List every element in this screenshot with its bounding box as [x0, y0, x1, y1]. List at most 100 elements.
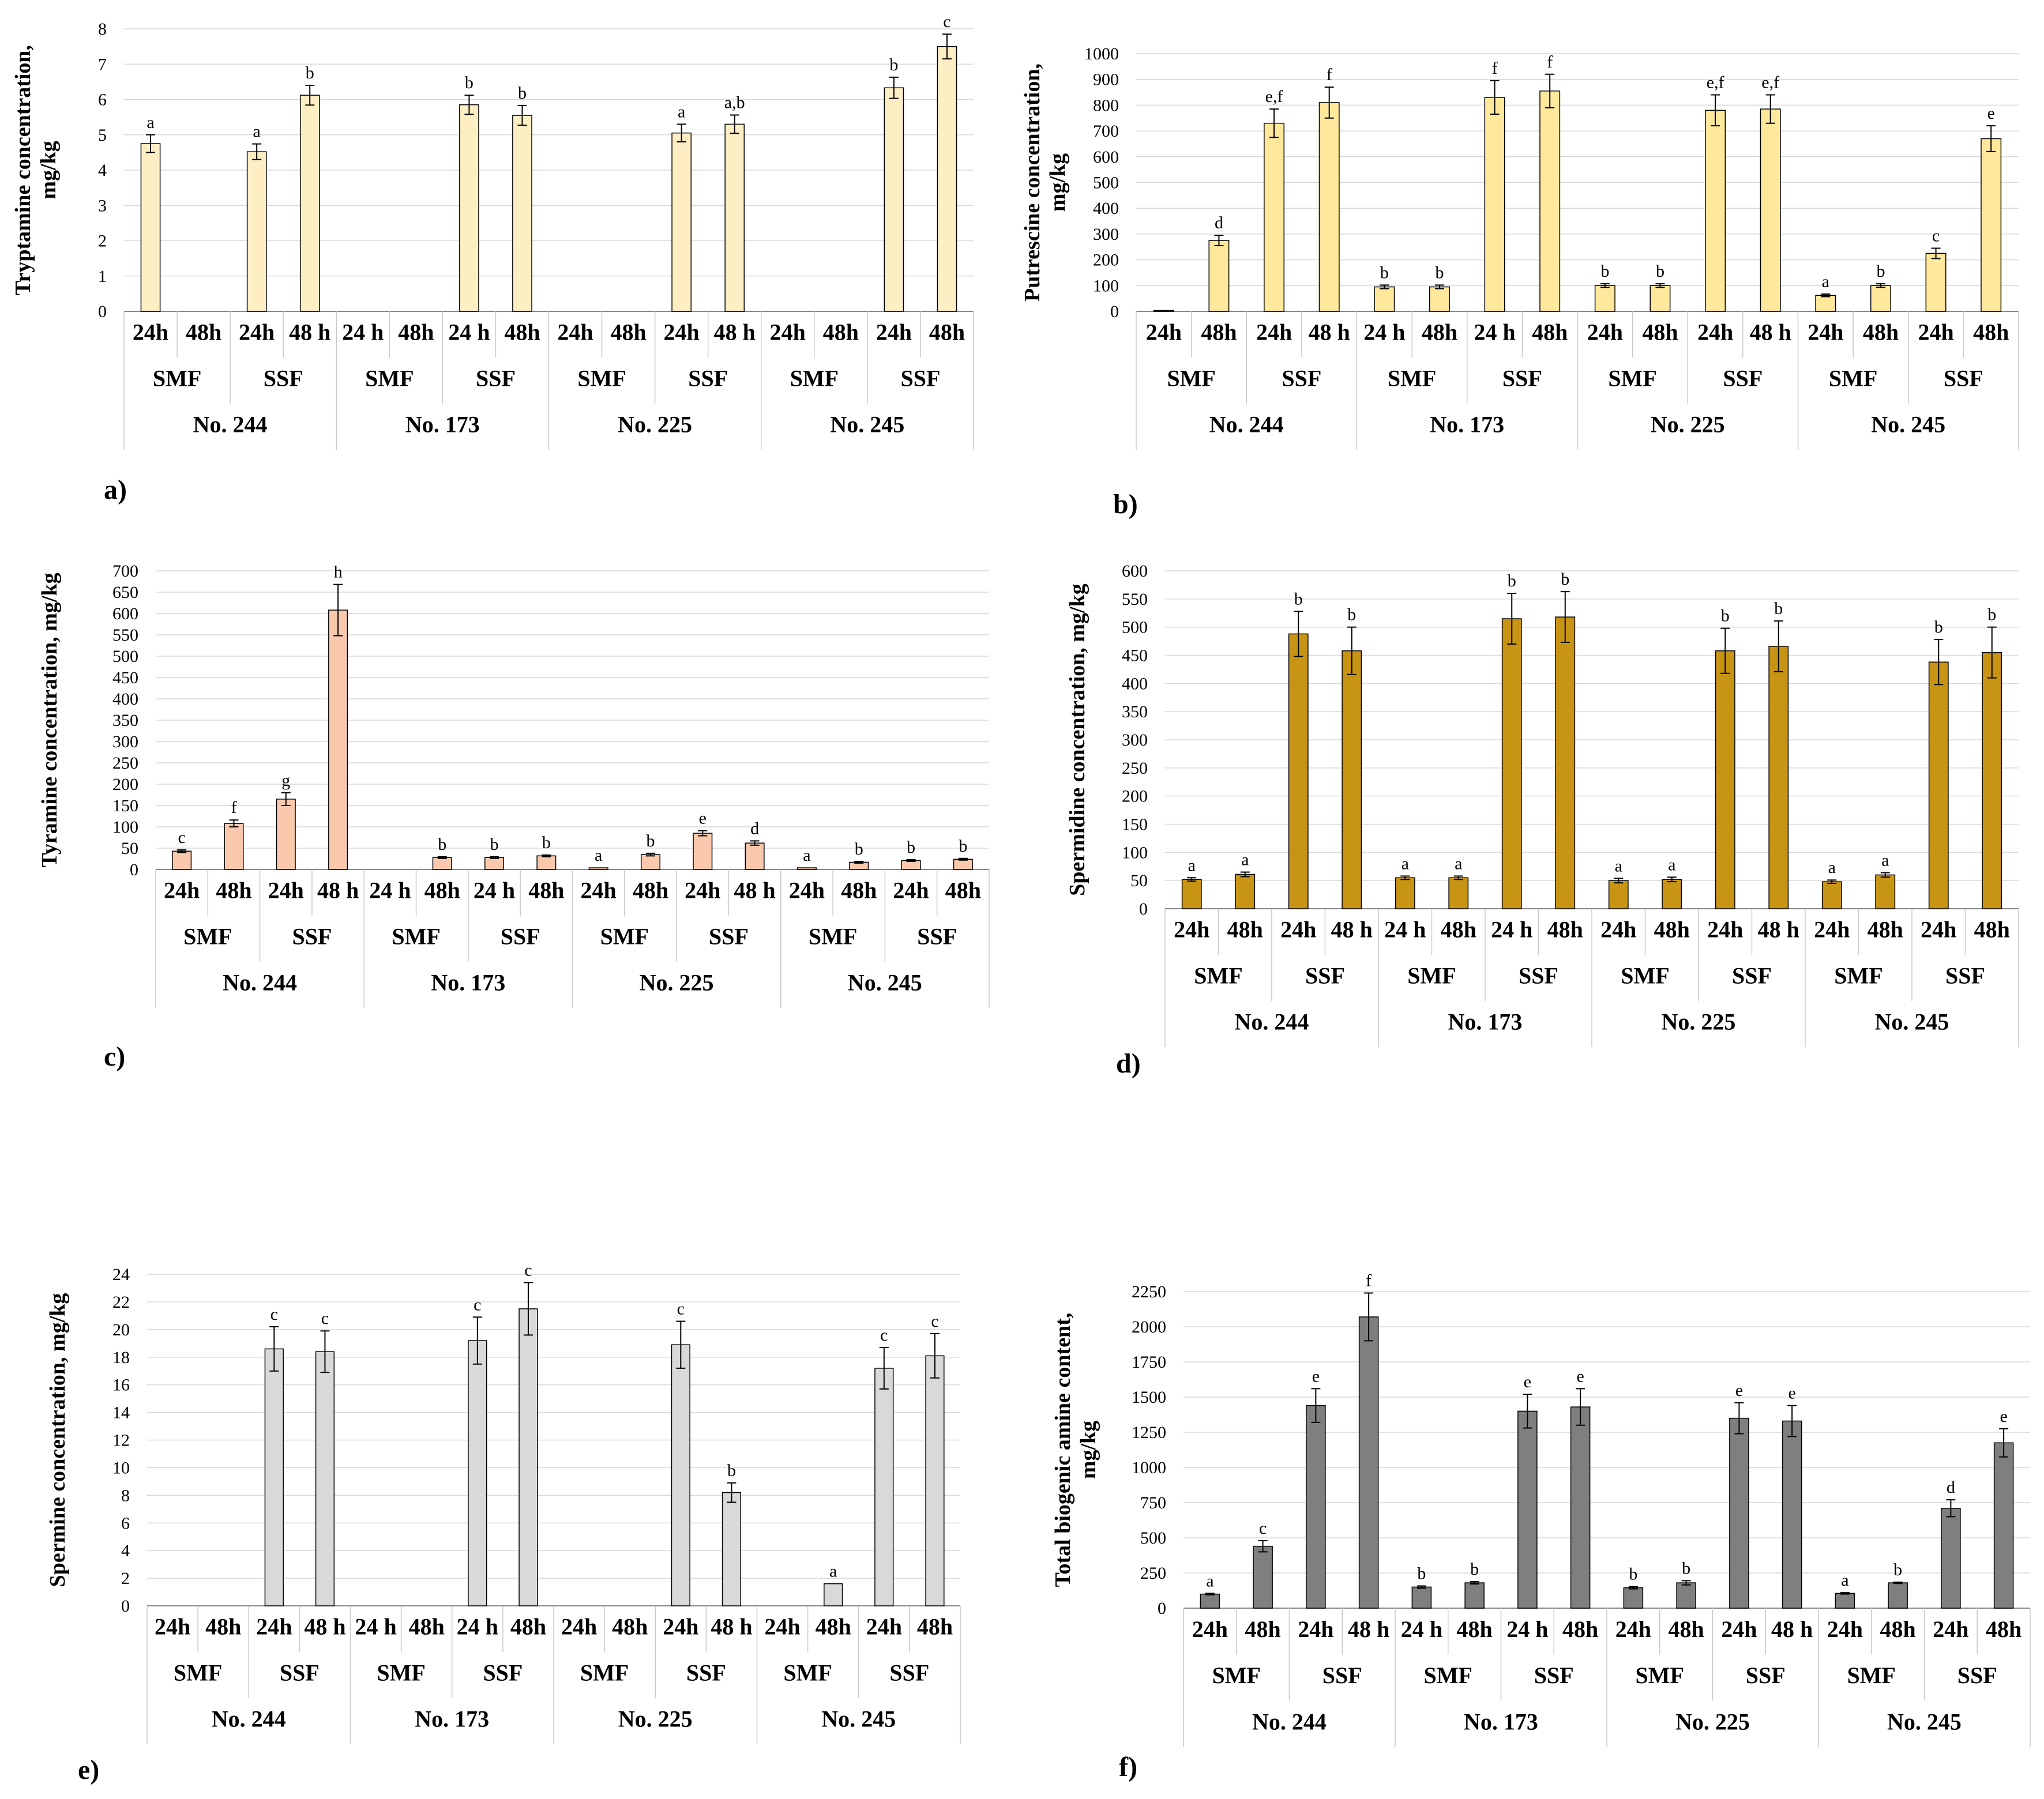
y-axis-label-line: Putrescine concentration, — [1020, 63, 1044, 302]
y-tick-label: 700 — [1093, 122, 1119, 141]
method-label: SSF — [1746, 1662, 1786, 1688]
bar — [315, 1351, 335, 1606]
significance-letter: b — [1417, 1564, 1426, 1583]
y-axis-label: Total biogenic amine content, mg/kg — [1051, 1313, 1100, 1587]
time-label: 48h — [186, 319, 221, 345]
bar — [518, 1308, 538, 1606]
y-axis-label: Spermine concentration, mg/kg — [46, 1293, 70, 1587]
bar — [1993, 1442, 2014, 1609]
y-axis-label: Putrescine concentration, mg/kg — [1020, 63, 1070, 302]
method-label: SSF — [1502, 366, 1542, 392]
strain-label: No. 244 — [1235, 1009, 1309, 1035]
y-tick-label: 100 — [1122, 843, 1148, 862]
time-label: 24 h — [342, 319, 384, 345]
y-axis-label-line: mg/kg — [1076, 1421, 1100, 1479]
significance-letter: c — [1259, 1519, 1267, 1538]
time-label: 24h — [764, 1614, 800, 1640]
time-label: 48h — [929, 319, 965, 345]
significance-letter: b — [1508, 571, 1516, 590]
method-label: SMF — [392, 924, 440, 950]
y-tick-label: 14 — [112, 1403, 130, 1422]
bar — [722, 1492, 742, 1606]
chart-panel-b: 0 100 200 300 400 500 600 700 800 900 1000 Putresci… — [1020, 44, 2019, 520]
y-axis-label: Spermidine concentration, mg/kg — [1065, 584, 1089, 895]
significance-letter: e — [1312, 1367, 1320, 1386]
bar — [693, 833, 713, 870]
time-label: 48h — [1654, 917, 1690, 943]
chart-panel-f: 0 250 500 750 1000 1250 1500 1750 2000 2250 Total … — [1051, 1271, 2031, 1782]
significance-letter: e — [1788, 1384, 1795, 1403]
significance-letter: a — [1822, 272, 1829, 291]
y-tick-label: 750 — [1140, 1493, 1166, 1512]
time-label: 48h — [633, 878, 668, 904]
bar — [745, 842, 765, 870]
method-label: SMF — [1424, 1662, 1472, 1688]
y-tick-label: 1250 — [1132, 1423, 1166, 1442]
significance-letter: e — [1524, 1372, 1531, 1391]
bar — [1650, 285, 1671, 312]
y-axis-ticks: 0 1 2 3 4 5 6 7 8 — [98, 20, 107, 321]
significance-letter: b — [1987, 605, 1996, 624]
bar — [640, 854, 660, 870]
significance-letter: b — [490, 835, 499, 854]
bar — [1464, 1582, 1485, 1609]
time-label: 48h — [1868, 917, 1903, 943]
time-label: 48 h — [714, 319, 756, 345]
significance-letter: b — [959, 837, 967, 856]
strain-label: No. 225 — [640, 970, 714, 996]
panel-label: f) — [1119, 1752, 1137, 1782]
bar — [1264, 122, 1285, 312]
bar — [1342, 650, 1362, 909]
bar — [1374, 286, 1395, 312]
bar — [224, 823, 244, 870]
bar — [1941, 1508, 1961, 1609]
time-label: 24h — [1192, 1616, 1228, 1642]
time-label: 48 h — [1758, 917, 1799, 943]
time-label: 48h — [1245, 1616, 1281, 1642]
bar — [1448, 877, 1469, 909]
y-axis-label-line: Tryptamine concentration, — [11, 45, 35, 295]
method-label: SSF — [900, 366, 940, 392]
time-label: 24 h — [448, 319, 490, 345]
time-label: 48h — [1642, 319, 1678, 345]
time-label: 24h — [1615, 1616, 1651, 1642]
significance-letter: a,b — [724, 93, 745, 112]
y-tick-label: 450 — [1122, 646, 1148, 665]
significance-letter: a — [1841, 1571, 1848, 1590]
y-tick-label: 1500 — [1132, 1388, 1166, 1407]
y-tick-label: 400 — [112, 690, 138, 709]
y-tick-label: 700 — [112, 562, 138, 581]
significance-letter: c — [931, 1312, 938, 1331]
bar — [1981, 138, 2002, 312]
y-tick-label: 1 — [98, 267, 107, 286]
bar — [264, 1348, 284, 1606]
y-tick-label: 0 — [1139, 899, 1148, 919]
method-label: SSF — [476, 366, 516, 392]
strain-label: No. 173 — [1430, 412, 1504, 438]
significance-letter: b — [855, 840, 863, 859]
y-tick-label: 50 — [1130, 871, 1148, 890]
significance-letter: f — [231, 798, 236, 817]
bar — [1555, 616, 1576, 909]
significance-letter: d — [1215, 213, 1223, 232]
significance-letter: e,f — [1707, 73, 1724, 92]
time-label: 24h — [1280, 917, 1316, 943]
time-label: 48h — [1669, 1616, 1704, 1642]
bar — [172, 850, 192, 870]
y-tick-label: 250 — [1140, 1564, 1166, 1583]
time-label: 24 h — [369, 878, 411, 904]
method-label: SMF — [1834, 963, 1883, 989]
bar — [724, 123, 745, 312]
significance-letter: b — [306, 63, 314, 82]
bar — [884, 87, 904, 312]
y-tick-label: 8 — [121, 1486, 130, 1505]
y-axis-ticks: 0 250 500 750 1000 1250 1500 1750 2000 2250 — [1132, 1282, 1166, 1618]
significance-letter: b — [1682, 1559, 1690, 1578]
method-label: SMF — [1621, 963, 1669, 989]
method-label: SSF — [1282, 366, 1321, 392]
y-tick-label: 4 — [98, 161, 107, 180]
y-tick-label: 400 — [1122, 674, 1148, 693]
strain-label: No. 244 — [1209, 412, 1284, 438]
